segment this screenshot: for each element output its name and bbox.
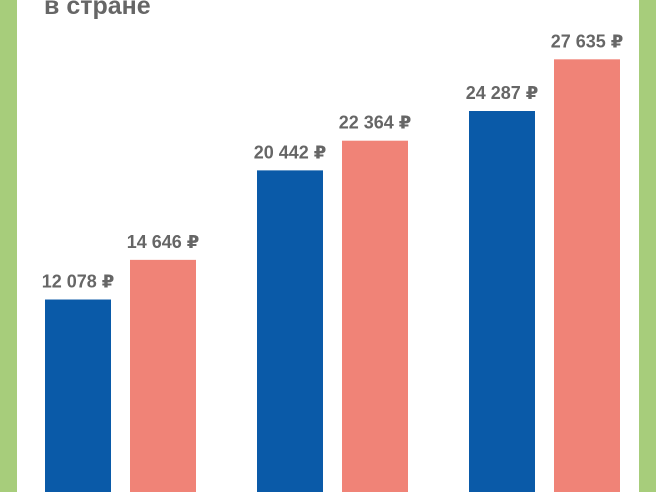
bar-group-3-series-2: [554, 59, 620, 492]
bar-group-1-series-2: [130, 259, 196, 492]
bar-group-1-series-1: [45, 299, 111, 492]
bar-group-3-series-1: [469, 111, 535, 492]
bar-value-label: 20 442 ₽: [254, 142, 327, 162]
bar-value-label: 22 364 ₽: [339, 113, 412, 133]
bar-chart: 12 078 ₽ 14 646 ₽ 20 442 ₽ 22 364 ₽ 24 287 ₽…: [42, 31, 624, 492]
chart-panel: в стране 12 078 ₽ 14 646 ₽ 20 442 ₽ 22 364 …: [17, 0, 639, 492]
bar-value-label: 14 646 ₽: [127, 232, 200, 252]
bar-value-label: 12 078 ₽: [42, 272, 115, 292]
bar-value-label: 24 287 ₽: [466, 83, 539, 103]
chart-title: в стране: [44, 0, 151, 20]
bar-group-2-series-2: [342, 140, 408, 492]
bar-value-label: 27 635 ₽: [551, 31, 624, 51]
bar-group-2-series-1: [257, 170, 323, 492]
